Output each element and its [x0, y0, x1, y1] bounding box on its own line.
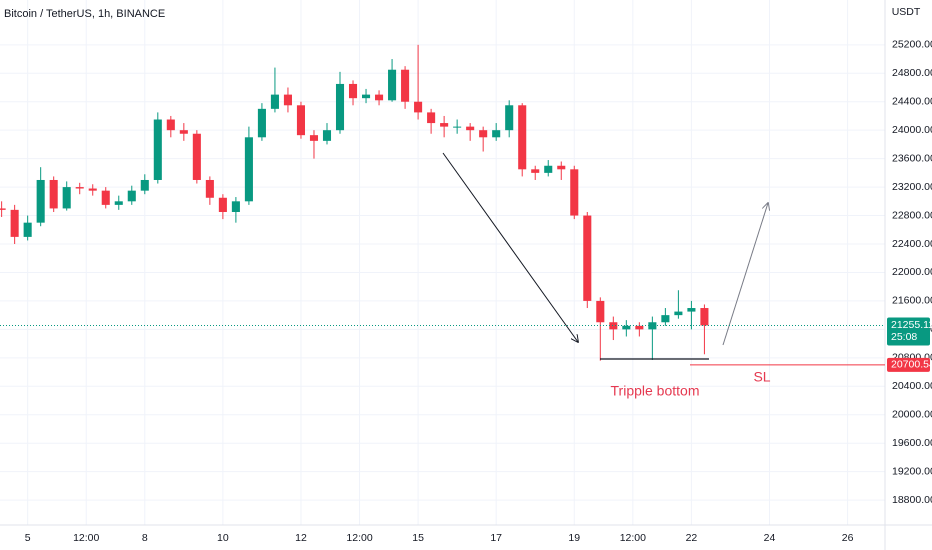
last-price-label: 21255.11 — [891, 319, 932, 331]
candle-body — [335, 83, 345, 131]
up-arrow — [722, 203, 768, 346]
x-tick-label: 17 — [490, 532, 502, 544]
candle-body — [75, 187, 84, 189]
y-tick-label: 20400.00 — [892, 380, 932, 392]
x-tick-label: 12:00 — [73, 532, 99, 544]
candle-body — [427, 112, 436, 124]
y-tick-label: 21600.00 — [892, 295, 932, 307]
candle-body — [23, 222, 32, 237]
candle-body — [257, 108, 266, 138]
x-tick-label: 8 — [142, 532, 148, 544]
candle-body — [583, 215, 592, 301]
candle-body — [244, 137, 253, 202]
candles — [0, 44, 709, 361]
y-tick-label: 23600.00 — [892, 152, 932, 164]
countdown: 25:08 — [891, 331, 917, 343]
candle-body — [479, 130, 488, 138]
candle-body — [88, 188, 97, 191]
sl-label: SL — [753, 369, 770, 385]
x-tick-label: 10 — [217, 532, 229, 544]
y-tick-label: 19200.00 — [892, 465, 932, 477]
y-tick-label: 20000.00 — [892, 409, 932, 421]
candle-body — [192, 133, 201, 180]
candle-body — [700, 308, 709, 326]
candle-body — [544, 165, 553, 173]
candle-body — [622, 325, 631, 330]
candle-body — [127, 190, 136, 202]
candle-body — [492, 130, 501, 138]
candle-body — [231, 201, 240, 212]
candle-body — [322, 130, 332, 141]
y-tick-label: 25200.00 — [892, 39, 932, 51]
y-tick-label: 22000.00 — [892, 266, 932, 278]
x-tick-label: 26 — [842, 532, 854, 544]
candle-body — [140, 179, 149, 191]
candle-body — [648, 322, 657, 330]
candle-body — [166, 119, 175, 131]
x-tick-label: 5 — [25, 532, 31, 544]
candle-body — [570, 169, 579, 216]
candle-body — [205, 179, 214, 198]
candle-body — [283, 94, 292, 106]
stop-loss-box — [887, 357, 930, 372]
y-tick-label: 22800.00 — [892, 209, 932, 221]
candle-body — [557, 165, 566, 170]
x-tick-label: 19 — [568, 532, 580, 544]
x-tick-label: 12 — [295, 532, 307, 544]
down-arrow — [442, 152, 578, 342]
candle-body — [101, 190, 110, 205]
candle-body — [401, 69, 410, 102]
candle-body — [674, 311, 683, 316]
candle-body — [179, 130, 188, 134]
grid — [0, 0, 885, 525]
candle-body — [218, 197, 227, 212]
x-tick-label: 22 — [686, 532, 698, 544]
candle-body — [296, 105, 305, 136]
chart-title: Bitcoin / TetherUS, 1h, BINANCE — [4, 8, 165, 20]
candle-body — [153, 119, 162, 180]
y-tick-label: 24000.00 — [892, 124, 932, 136]
last-price-box — [887, 317, 930, 346]
candle-body — [10, 209, 19, 237]
candle-body — [531, 169, 540, 173]
y-tick-label: 24400.00 — [892, 96, 932, 108]
candle-body — [453, 126, 462, 128]
candle-body — [466, 126, 475, 131]
x-tick-label: 12:00 — [620, 532, 646, 544]
candle-body — [114, 201, 123, 205]
candle-body — [609, 322, 618, 330]
y-tick-label: 23200.00 — [892, 181, 932, 193]
candle-body — [62, 187, 71, 209]
x-tick-label: 24 — [764, 532, 776, 544]
candle-body — [596, 300, 605, 323]
stop-loss-label: 20700.54 — [891, 359, 932, 371]
y-tick-label: 24800.00 — [892, 67, 932, 79]
pattern-label: Tripple bottom — [611, 383, 700, 399]
candle-body — [0, 208, 6, 210]
candle-body — [505, 105, 514, 131]
candle-body — [440, 123, 449, 127]
candle-body — [36, 179, 45, 223]
candle-body — [518, 105, 527, 170]
candle-body — [661, 315, 670, 323]
x-tick-label: 12:00 — [346, 532, 372, 544]
candle-body — [270, 94, 279, 109]
candle-body — [309, 135, 319, 141]
candle-body — [348, 83, 358, 99]
y-tick-label: 18800.00 — [892, 494, 932, 506]
candle-body — [414, 101, 423, 113]
currency: USDT — [892, 6, 921, 18]
candle-body — [375, 94, 384, 101]
y-tick-label: 19600.00 — [892, 437, 932, 449]
x-tick-label: 15 — [412, 532, 424, 544]
candle-body — [635, 325, 644, 330]
candle-body — [362, 94, 371, 99]
candle-body — [687, 308, 696, 312]
candle-body — [49, 179, 58, 209]
y-tick-label: 22400.00 — [892, 238, 932, 250]
candle-body — [388, 69, 397, 101]
